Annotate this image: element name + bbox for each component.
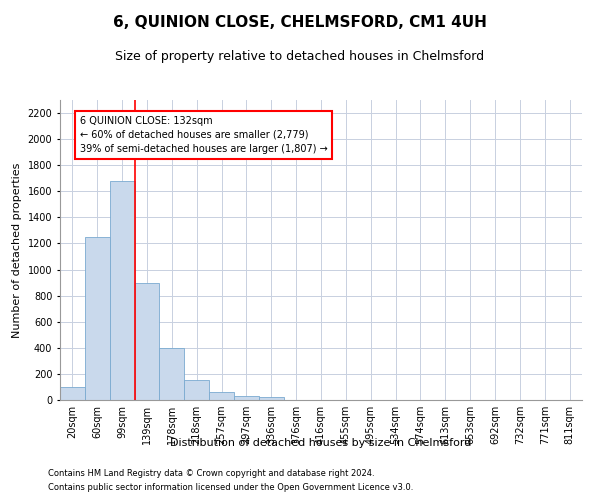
Bar xyxy=(160,348,184,400)
Bar xyxy=(184,380,209,400)
Bar xyxy=(209,392,234,400)
Bar xyxy=(259,398,284,400)
Bar xyxy=(234,396,259,400)
Text: Size of property relative to detached houses in Chelmsford: Size of property relative to detached ho… xyxy=(115,50,485,63)
Text: 6, QUINION CLOSE, CHELMSFORD, CM1 4UH: 6, QUINION CLOSE, CHELMSFORD, CM1 4UH xyxy=(113,15,487,30)
Bar xyxy=(134,282,160,400)
Bar xyxy=(60,387,85,400)
Text: Contains HM Land Registry data © Crown copyright and database right 2024.: Contains HM Land Registry data © Crown c… xyxy=(48,468,374,477)
Text: Contains public sector information licensed under the Open Government Licence v3: Contains public sector information licen… xyxy=(48,484,413,492)
Y-axis label: Number of detached properties: Number of detached properties xyxy=(12,162,22,338)
Text: 6 QUINION CLOSE: 132sqm
← 60% of detached houses are smaller (2,779)
39% of semi: 6 QUINION CLOSE: 132sqm ← 60% of detache… xyxy=(80,116,328,154)
Text: Distribution of detached houses by size in Chelmsford: Distribution of detached houses by size … xyxy=(170,438,472,448)
Bar xyxy=(110,181,134,400)
Bar xyxy=(85,237,110,400)
